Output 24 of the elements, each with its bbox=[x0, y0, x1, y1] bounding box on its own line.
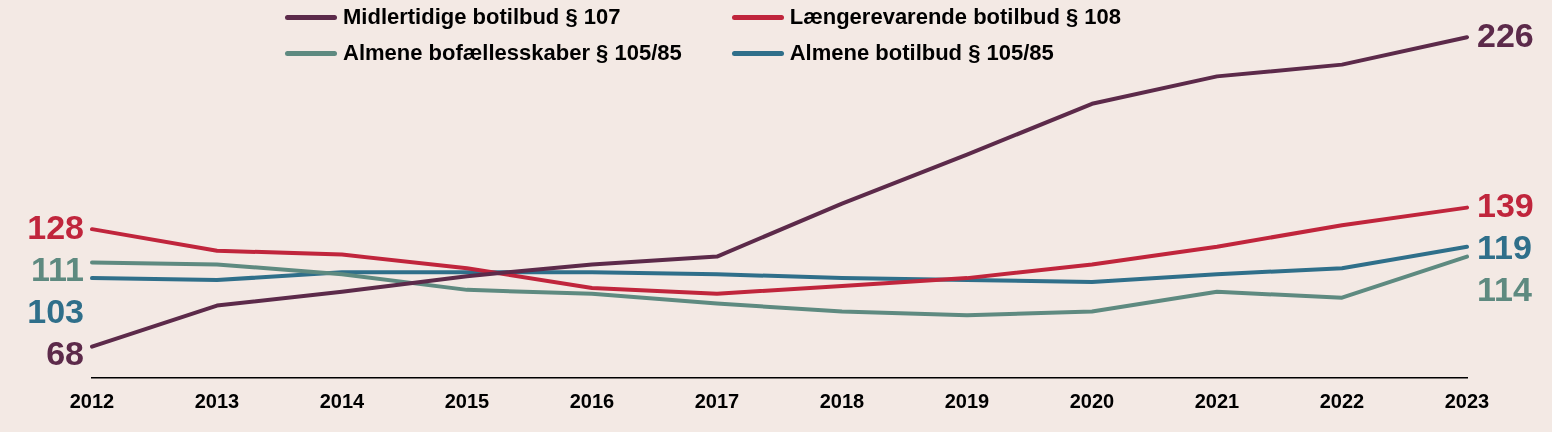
data-label: 111 bbox=[31, 249, 84, 288]
data-label: 114 bbox=[1477, 269, 1532, 308]
data-label: 139 bbox=[1477, 185, 1534, 224]
x-tick-label: 2016 bbox=[569, 389, 615, 412]
x-tick-label: 2022 bbox=[1319, 389, 1365, 412]
legend-label: Almene bofællesskaber § 105/85 bbox=[343, 40, 682, 66]
data-label: 68 bbox=[46, 333, 84, 372]
x-tick-label: 2017 bbox=[694, 389, 740, 412]
x-tick-label: 2012 bbox=[69, 389, 115, 412]
data-label: 119 bbox=[1477, 227, 1532, 266]
legend-label: Midlertidige botilbud § 107 bbox=[343, 4, 621, 30]
x-tick-label: 2015 bbox=[444, 389, 490, 412]
x-tick-label: 2019 bbox=[944, 389, 990, 412]
x-tick-label: 2020 bbox=[1069, 389, 1115, 412]
legend-label: Almene botilbud § 105/85 bbox=[789, 40, 1054, 66]
x-tick-label: 2023 bbox=[1444, 389, 1490, 412]
x-tick-label: 2021 bbox=[1194, 389, 1240, 412]
data-label: 128 bbox=[27, 207, 84, 246]
legend-label: Længerevarende botilbud § 108 bbox=[789, 4, 1122, 30]
x-tick-label: 2014 bbox=[319, 389, 366, 412]
x-tick-label: 2013 bbox=[194, 389, 240, 412]
data-label: 103 bbox=[27, 291, 84, 330]
x-tick-label: 2018 bbox=[819, 389, 865, 412]
data-label: 226 bbox=[1477, 15, 1534, 54]
